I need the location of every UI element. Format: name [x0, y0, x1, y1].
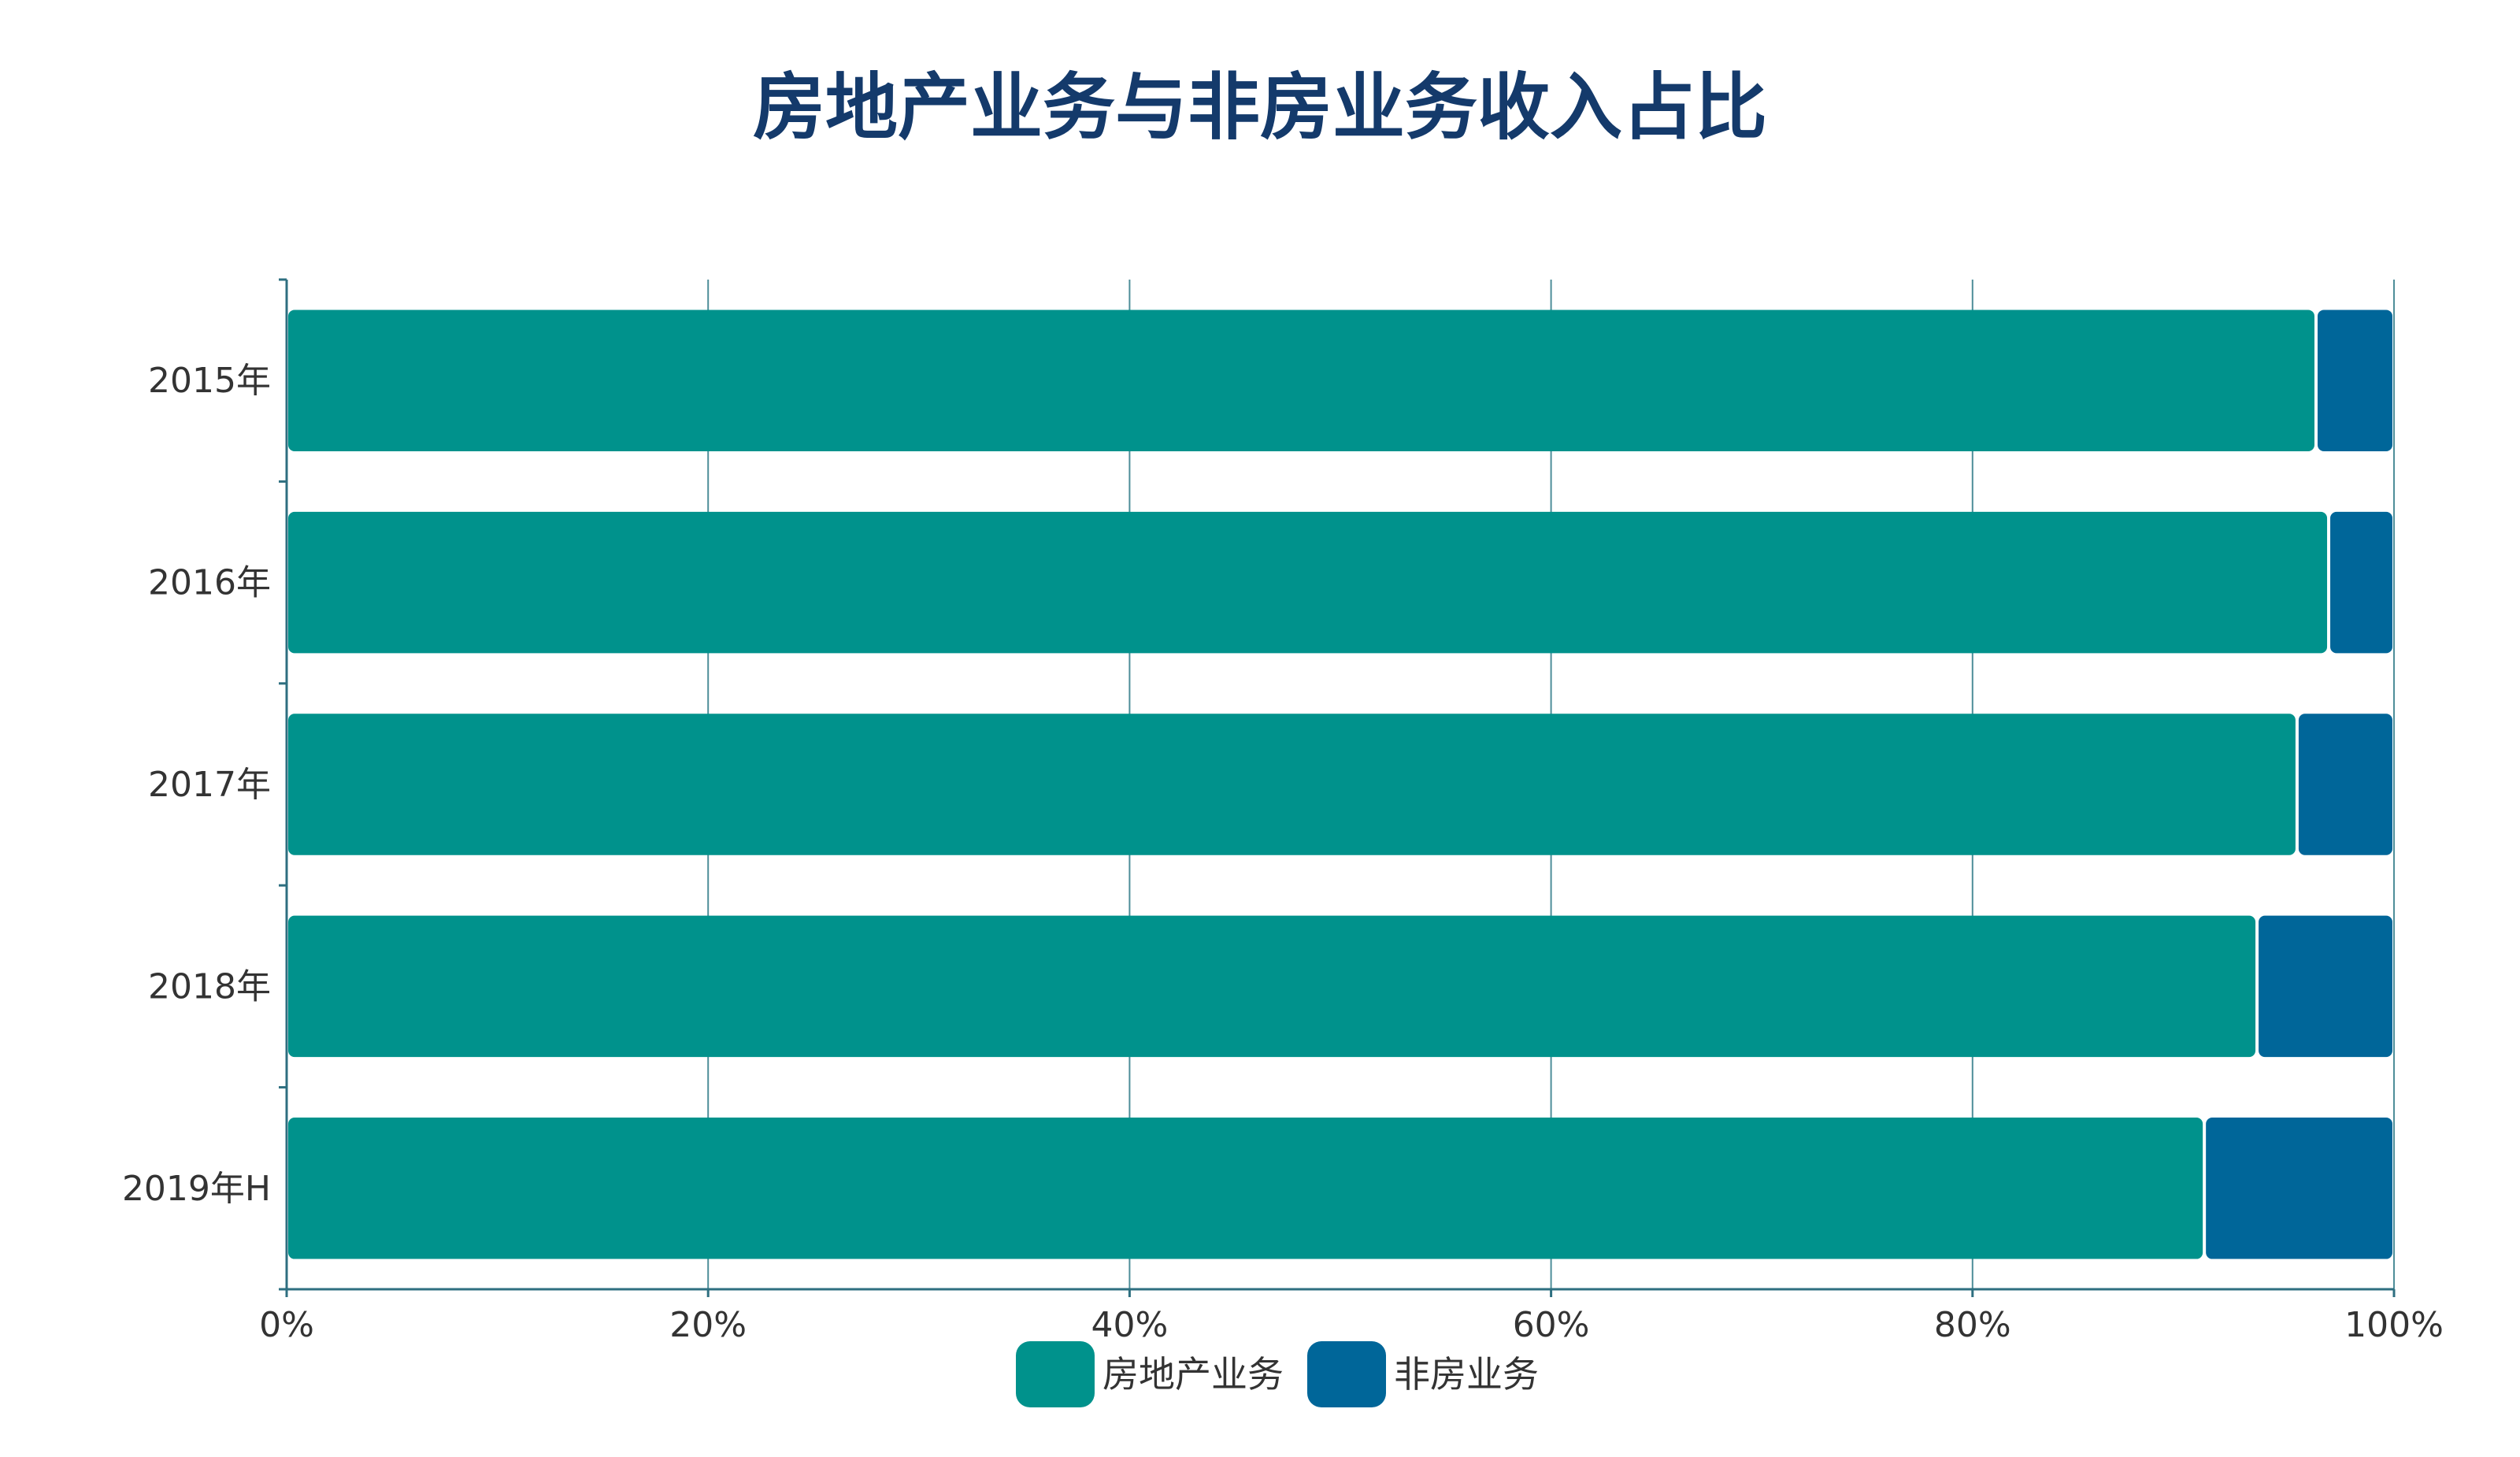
y-tick-label: 2017年: [148, 765, 271, 805]
chart-title: 房地产业务与非房业务收入占比: [752, 65, 1767, 150]
legend-swatch: [1016, 1341, 1095, 1407]
bar-real-estate-4: [288, 1118, 2203, 1259]
x-tick-label: 100%: [2344, 1305, 2444, 1345]
legend-label: 房地产业务: [1102, 1353, 1284, 1396]
bars-layer: [288, 310, 2392, 1259]
bar-non-real-estate-0: [2317, 310, 2392, 451]
y-tick-label: 2019年H: [122, 1169, 271, 1209]
y-tick-label: 2016年: [148, 563, 271, 603]
bar-non-real-estate-2: [2298, 714, 2392, 855]
legend-label: 非房业务: [1394, 1353, 1539, 1396]
x-tick-label: 20%: [669, 1305, 747, 1345]
x-tick-label: 80%: [1934, 1305, 2011, 1345]
bar-real-estate-3: [288, 915, 2256, 1058]
bar-non-real-estate-1: [2330, 511, 2392, 654]
x-tick-label: 60%: [1513, 1305, 1590, 1345]
bar-real-estate-1: [288, 511, 2328, 654]
bar-non-real-estate-3: [2259, 915, 2392, 1058]
axis-layer: 2015年 2016年 2017年 2018年 2019年H 0% 20% 40% 60% 80%…: [122, 278, 2444, 1345]
x-tick-label: 40%: [1091, 1305, 1169, 1345]
bar-non-real-estate-4: [2206, 1118, 2392, 1259]
bar-real-estate-0: [288, 310, 2314, 451]
y-tick-label: 2018年: [148, 966, 271, 1007]
legend-layer: 房地产业务 非房业务: [1016, 1341, 1539, 1407]
y-tick-label: 2015年: [148, 361, 271, 401]
bar-real-estate-2: [288, 714, 2296, 855]
x-tick-label: 0%: [259, 1305, 314, 1345]
legend-swatch: [1307, 1341, 1386, 1407]
